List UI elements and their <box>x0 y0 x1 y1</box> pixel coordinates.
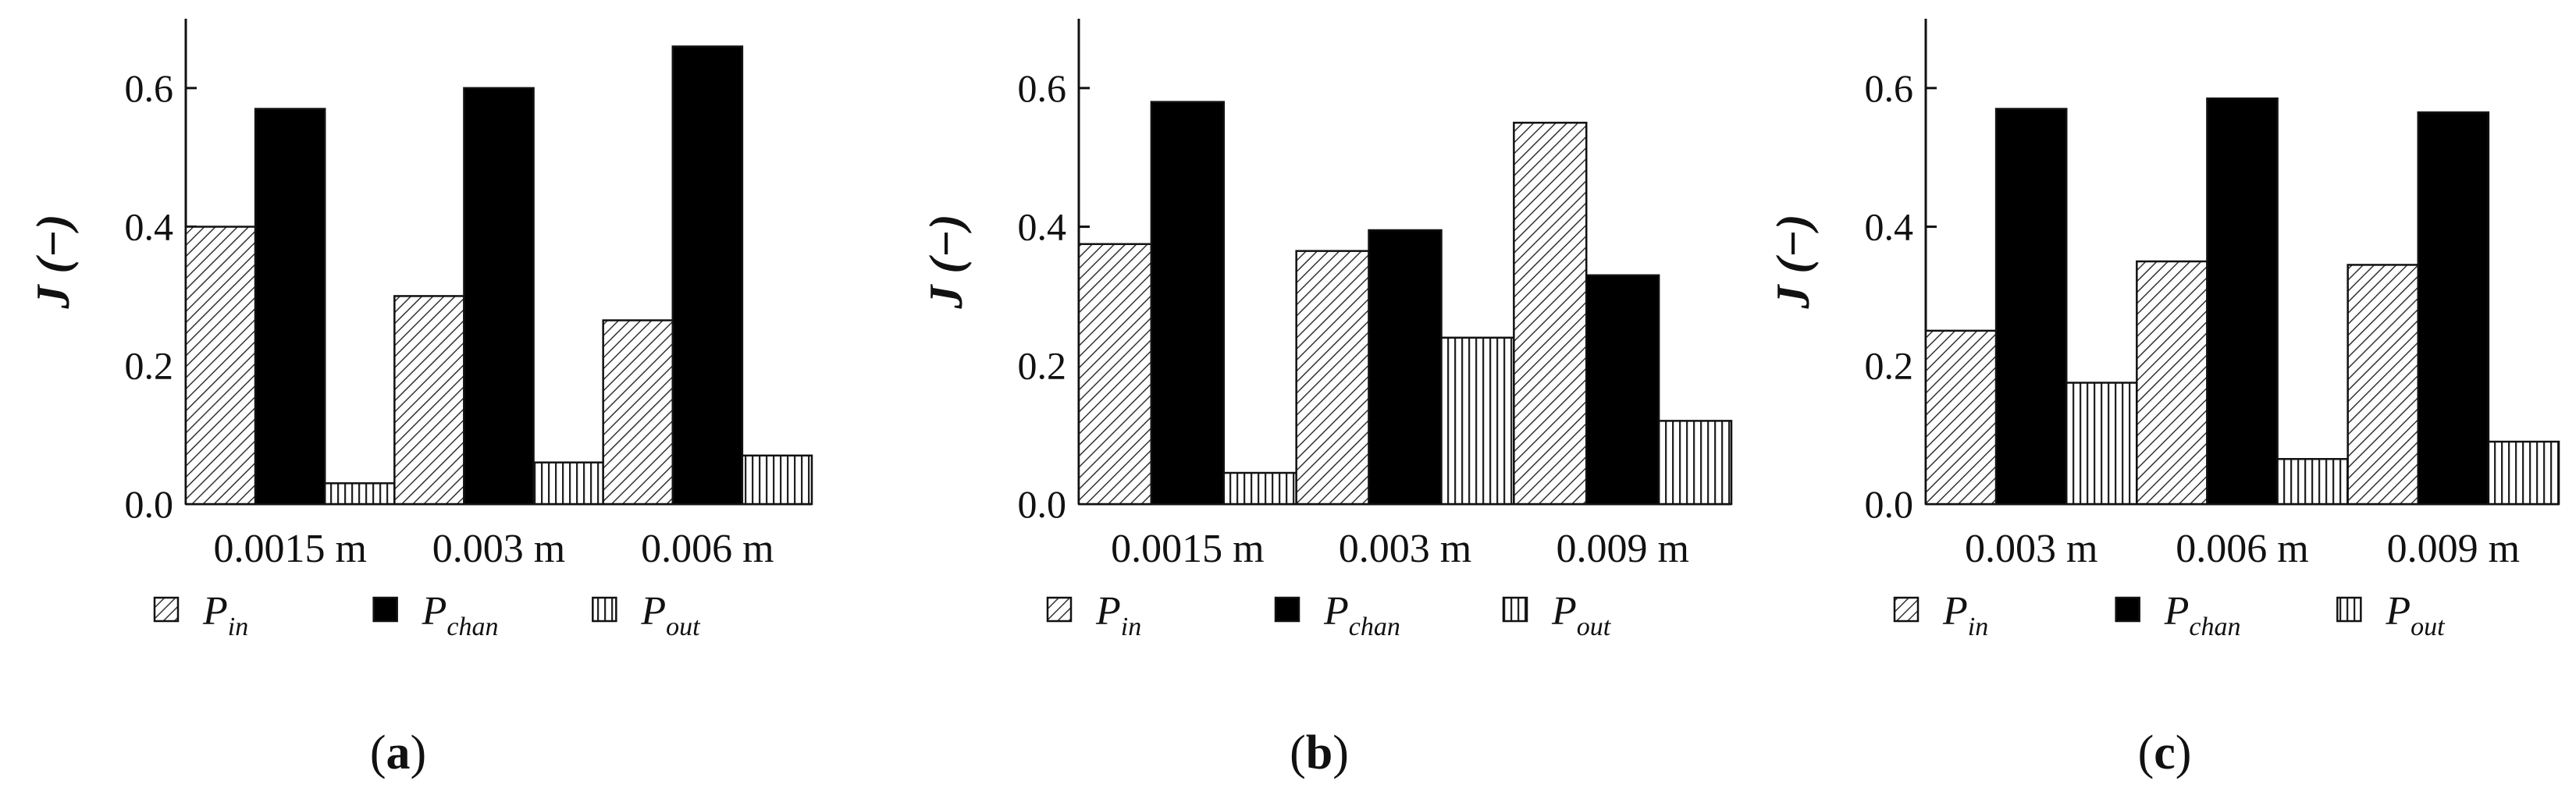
bar-in-cat-0 <box>184 225 257 506</box>
bar-out-cat-1 <box>532 461 604 506</box>
y-tick-label: 0.6 <box>1018 66 1067 110</box>
legend-entry-in: Pin <box>1893 589 1988 641</box>
chart-panel-a: 0.0 0.2 0.4 0.6 J (−) 0.0015 m 0.003 m 0.006 m P… <box>27 19 813 779</box>
bar-chan-cat-1 <box>1368 229 1443 506</box>
y-tick-label: 0.2 <box>1018 343 1067 387</box>
y-tick-label: 0.6 <box>125 66 174 110</box>
legend-label: Pout <box>640 589 701 641</box>
y-tick-label: 0.4 <box>125 205 174 249</box>
legend-entry-chan: Pchan <box>372 589 499 641</box>
y-tick-label: 0.4 <box>1018 205 1067 249</box>
legend-swatch <box>592 596 617 623</box>
legend-swatch <box>1893 596 1920 623</box>
legend-swatch <box>2115 596 2140 623</box>
bar-chan-cat-2 <box>1585 274 1660 506</box>
legend-label: Pout <box>2385 589 2446 641</box>
bar-in-cat-0 <box>1077 243 1153 506</box>
legend-label: Pchan <box>422 589 499 641</box>
bar-in-cat-1 <box>393 295 465 506</box>
legend-entry-out: Pout <box>1502 589 1612 641</box>
bar-in-cat-2 <box>1513 122 1588 506</box>
x-tick-label: 0.009 m <box>2387 527 2520 571</box>
legend-swatch <box>153 596 180 623</box>
bar-out-cat-2 <box>2487 440 2560 506</box>
bar-out-cat-0 <box>1222 471 1297 506</box>
legend-swatch <box>1502 596 1528 623</box>
bar-in-cat-2 <box>602 319 674 506</box>
y-tick-label: 0.0 <box>125 482 174 526</box>
legend-entry-in: Pin <box>153 589 248 641</box>
x-tick-label: 0.003 m <box>432 527 565 571</box>
bar-chan-cat-0 <box>1150 101 1226 506</box>
chart-panel-c: 0.0 0.2 0.4 0.6 J (−) 0.003 m 0.006 m 0.009 m Pi… <box>1767 19 2560 779</box>
bar-chan-cat-1 <box>2206 97 2279 506</box>
legend-swatch <box>2336 596 2362 623</box>
panel-label: (b) <box>1290 726 1349 779</box>
x-tick-label: 0.0015 m <box>1111 527 1264 571</box>
y-tick-label: 0.0 <box>1018 482 1067 526</box>
legend-label: Pchan <box>1323 589 1400 641</box>
legend-swatch <box>1046 596 1073 623</box>
panel-label: (a) <box>370 726 426 779</box>
legend-label: Pchan <box>2164 589 2241 641</box>
legend-label: Pin <box>1095 589 1141 641</box>
legend-label: Pin <box>1942 589 1988 641</box>
bar-in-cat-2 <box>2347 264 2420 506</box>
bar-in-cat-1 <box>1295 250 1370 506</box>
y-tick-label: 0.0 <box>1865 482 1914 526</box>
chart-panel-b: 0.0 0.2 0.4 0.6 J (−) 0.0015 m 0.003 m 0.009 m P… <box>920 19 1733 779</box>
x-tick-label: 0.006 m <box>2176 527 2308 571</box>
y-tick-label: 0.2 <box>1865 343 1914 387</box>
legend-entry-in: Pin <box>1046 589 1141 641</box>
legend-entry-out: Pout <box>592 589 701 641</box>
legend-entry-out: Pout <box>2336 589 2446 641</box>
bar-out-cat-0 <box>323 482 396 506</box>
legend-label: Pout <box>1551 589 1612 641</box>
bar-out-cat-1 <box>2276 457 2349 506</box>
panel-label: (c) <box>2138 726 2192 779</box>
bar-chan-cat-0 <box>254 108 326 506</box>
bar-out-cat-1 <box>1440 336 1515 506</box>
x-tick-label: 0.0015 m <box>213 527 366 571</box>
legend-entry-chan: Pchan <box>2115 589 2241 641</box>
y-tick-label: 0.4 <box>1865 205 1914 249</box>
legend-entry-chan: Pchan <box>1274 589 1400 641</box>
bar-in-cat-1 <box>2136 260 2208 506</box>
bar-chan-cat-2 <box>2417 111 2490 506</box>
y-axis-label: J (−) <box>920 214 972 309</box>
x-tick-label: 0.003 m <box>1965 527 2097 571</box>
x-tick-label: 0.006 m <box>641 527 774 571</box>
y-axis-label: J (−) <box>1767 214 1819 309</box>
bar-chan-cat-1 <box>463 87 535 506</box>
bar-chan-cat-0 <box>1994 108 2068 506</box>
bar-out-cat-2 <box>741 454 813 506</box>
legend-swatch <box>372 596 398 623</box>
x-tick-label: 0.003 m <box>1339 527 1471 571</box>
bar-out-cat-2 <box>1657 420 1733 506</box>
y-axis-label: J (−) <box>27 214 79 309</box>
legend-swatch <box>1274 596 1300 623</box>
bar-out-cat-0 <box>2065 382 2138 506</box>
y-tick-label: 0.2 <box>125 343 174 387</box>
y-tick-label: 0.6 <box>1865 66 1914 110</box>
bar-in-cat-0 <box>1924 329 1998 506</box>
bar-chan-cat-2 <box>671 45 744 506</box>
x-tick-label: 0.009 m <box>1556 527 1688 571</box>
legend-label: Pin <box>202 589 248 641</box>
